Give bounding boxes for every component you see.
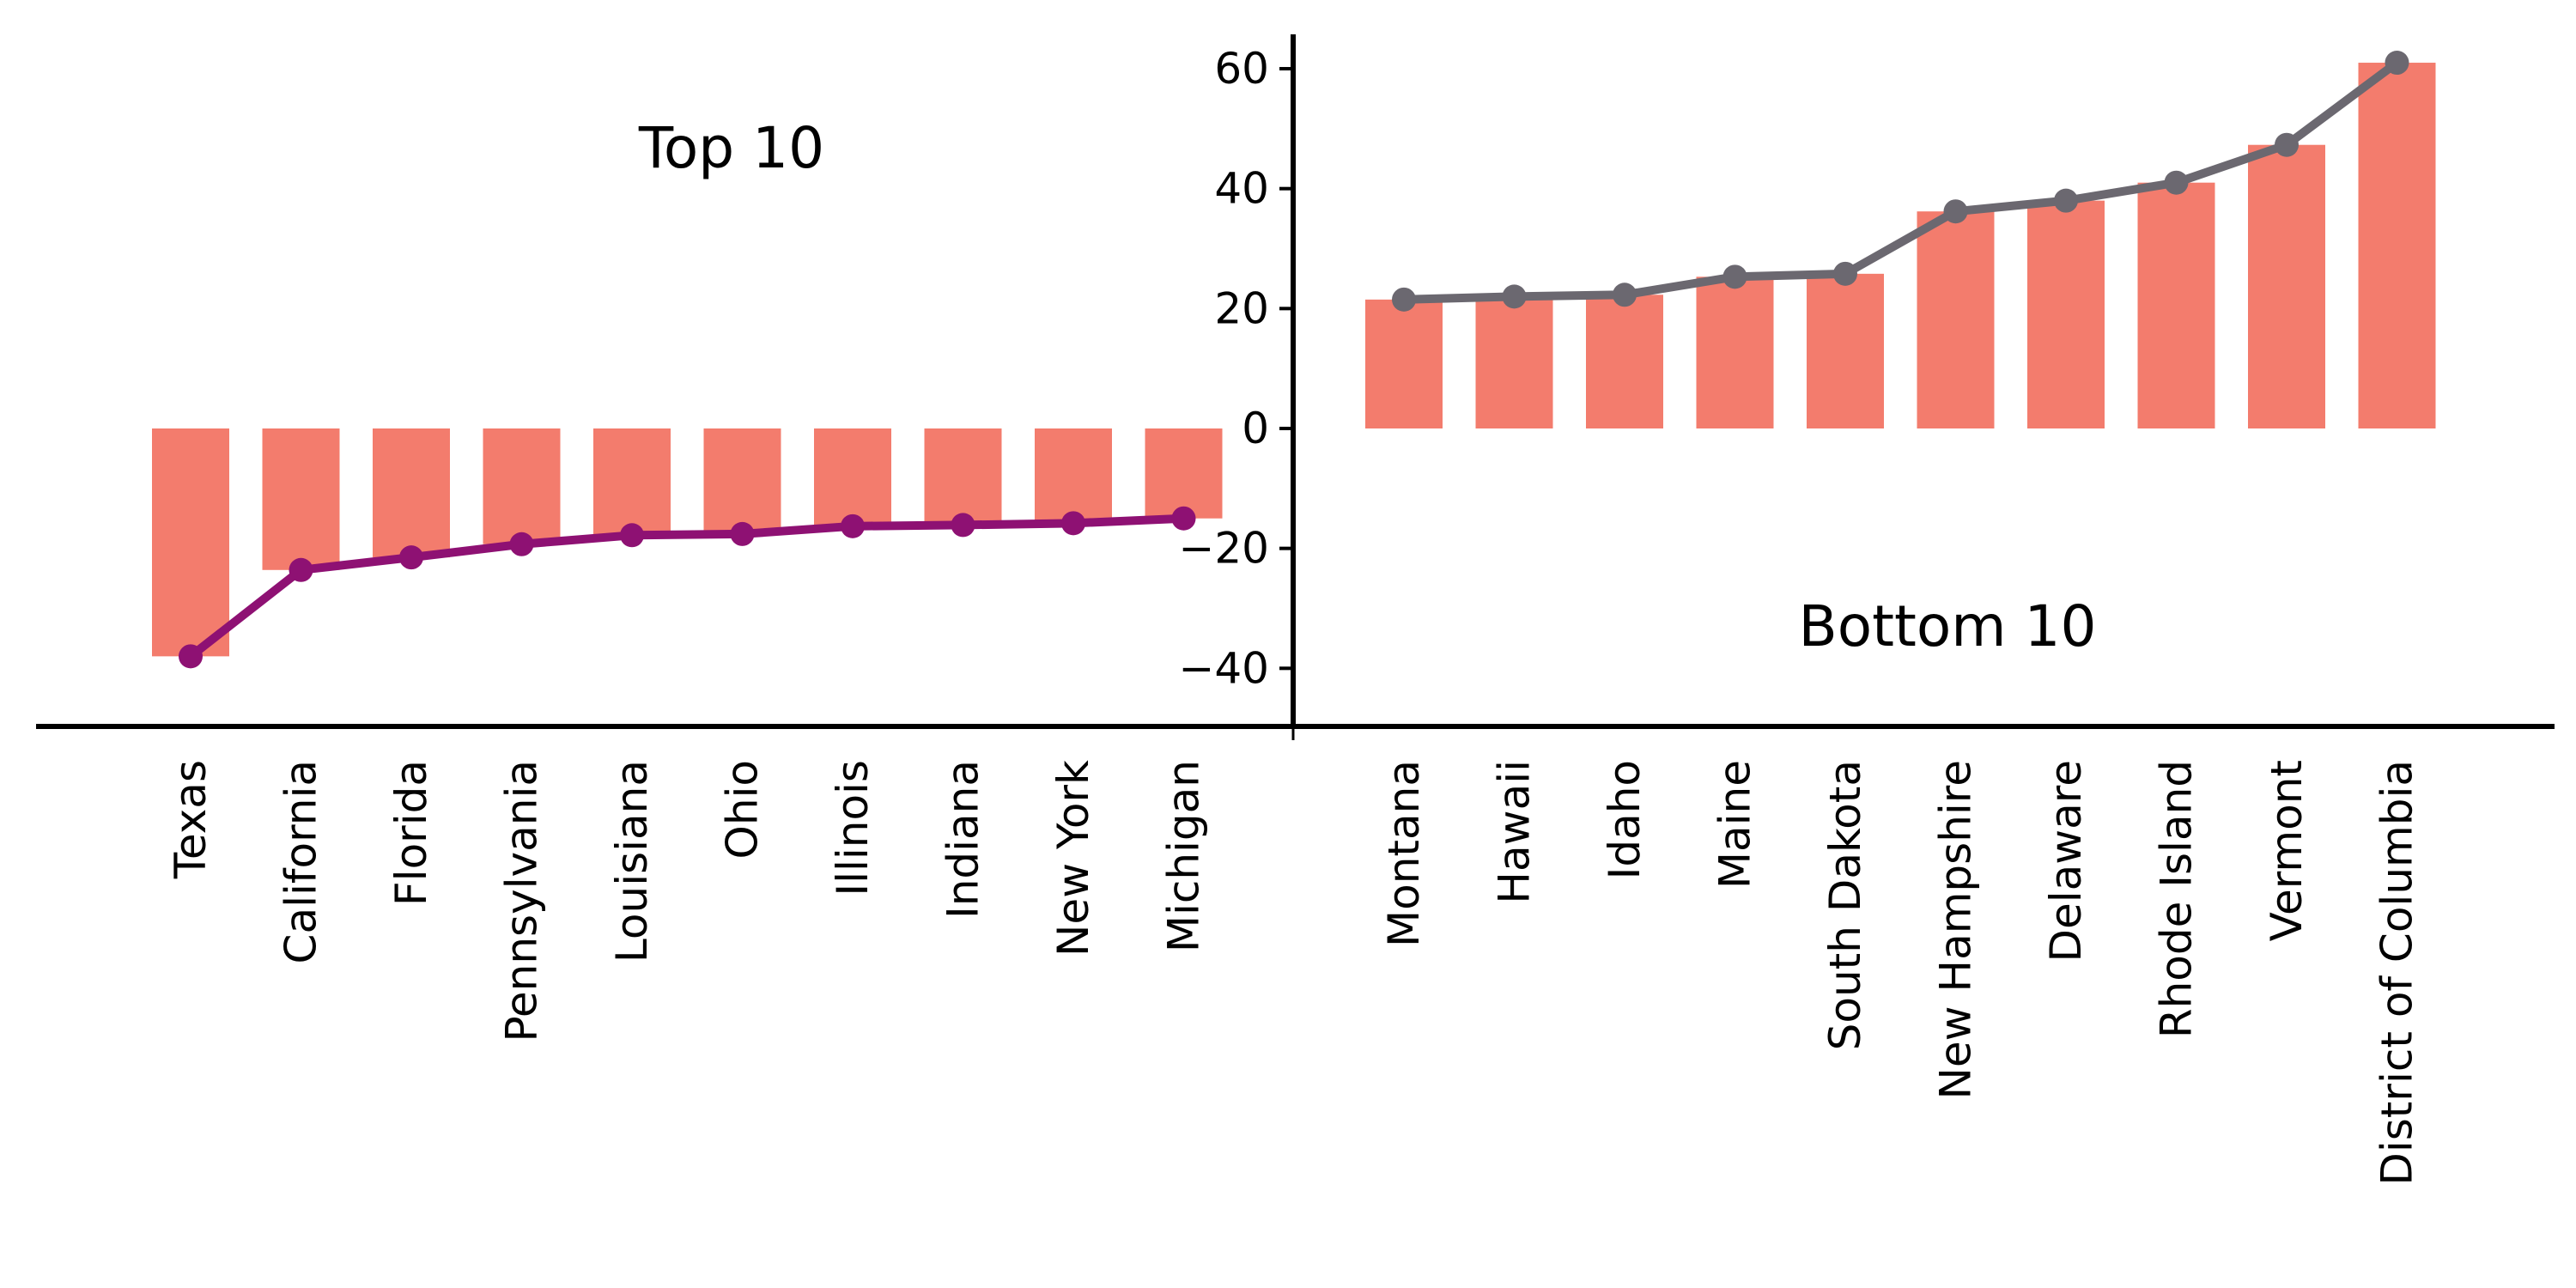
line-marker (1722, 264, 1747, 289)
line-marker (179, 644, 203, 669)
bar (1917, 211, 1995, 428)
category-label: Rhode Island (2152, 760, 2202, 1038)
category-label: Vermont (2262, 760, 2312, 941)
bar (1145, 428, 1223, 519)
category-label: Florida (386, 760, 436, 906)
category-label: Louisiana (607, 760, 657, 963)
bar (1475, 296, 1553, 428)
lines-layer (179, 51, 2409, 669)
y-tick-label: 0 (1242, 404, 1269, 453)
y-tick-label: 60 (1214, 44, 1269, 94)
bar (703, 428, 781, 534)
line-marker (1502, 284, 1527, 309)
bottom-10-label: Bottom 10 (1798, 593, 2096, 659)
category-label: Delaware (2041, 760, 2091, 963)
line-marker (1613, 283, 1637, 307)
line-marker (289, 557, 313, 582)
line-marker (620, 523, 644, 548)
category-label: Maine (1710, 760, 1760, 889)
category-label: Illinois (828, 760, 878, 896)
category-label: New Hampshire (1931, 760, 1981, 1099)
bar (373, 428, 450, 558)
bar (924, 428, 1002, 526)
y-tick-label: 40 (1214, 164, 1269, 214)
line-marker (1392, 287, 1416, 312)
bar (593, 428, 671, 536)
category-label: Indiana (939, 760, 988, 919)
line-marker (2054, 188, 2078, 213)
bar (814, 428, 891, 526)
category-label: South Dakota (1820, 760, 1870, 1050)
category-label: Montana (1379, 760, 1429, 947)
bar (2027, 200, 2105, 428)
category-label: Michigan (1159, 760, 1209, 952)
bar (1807, 273, 1884, 428)
line-marker (1943, 199, 1968, 224)
category-label: Idaho (1600, 760, 1649, 879)
line-marker (1061, 511, 1085, 536)
category-label: Pennsylvania (497, 760, 547, 1042)
line-marker (1833, 261, 1857, 286)
bar (1365, 299, 1443, 428)
y-tick-label: 20 (1214, 283, 1269, 333)
category-label: California (276, 760, 326, 963)
category-label: District of Columbia (2372, 760, 2422, 1186)
bar (152, 428, 229, 657)
y-tick-label: −40 (1178, 643, 1269, 693)
bar (1696, 276, 1774, 428)
category-label: Ohio (718, 760, 768, 860)
bar (1586, 295, 1663, 428)
line-marker (2164, 170, 2189, 195)
bar (1035, 428, 1112, 524)
top-10-line (186, 513, 1188, 661)
line-marker (399, 545, 423, 570)
line-marker (841, 513, 865, 538)
line-marker (951, 513, 975, 538)
top-10-label: Top 10 (638, 115, 824, 181)
bar (2248, 144, 2325, 428)
category-label: New York (1048, 760, 1098, 957)
bar (2358, 63, 2436, 429)
category-label: Texas (166, 760, 216, 879)
y-tick-label: −20 (1178, 524, 1269, 574)
bar (262, 428, 340, 570)
bottom-10-line (1400, 58, 2402, 304)
labels-layer: Texas California Florida Pennsylvania Louisi… (166, 44, 2422, 1186)
line-marker (1171, 506, 1196, 531)
line-marker (2275, 132, 2299, 157)
bar (2137, 182, 2215, 428)
category-label: Hawaii (1490, 760, 1540, 904)
bar (483, 428, 561, 544)
axes-layer (36, 34, 2555, 740)
line-marker (730, 521, 755, 546)
line-marker (509, 532, 534, 556)
bars-layer (152, 63, 2436, 657)
line-marker (2385, 51, 2409, 76)
